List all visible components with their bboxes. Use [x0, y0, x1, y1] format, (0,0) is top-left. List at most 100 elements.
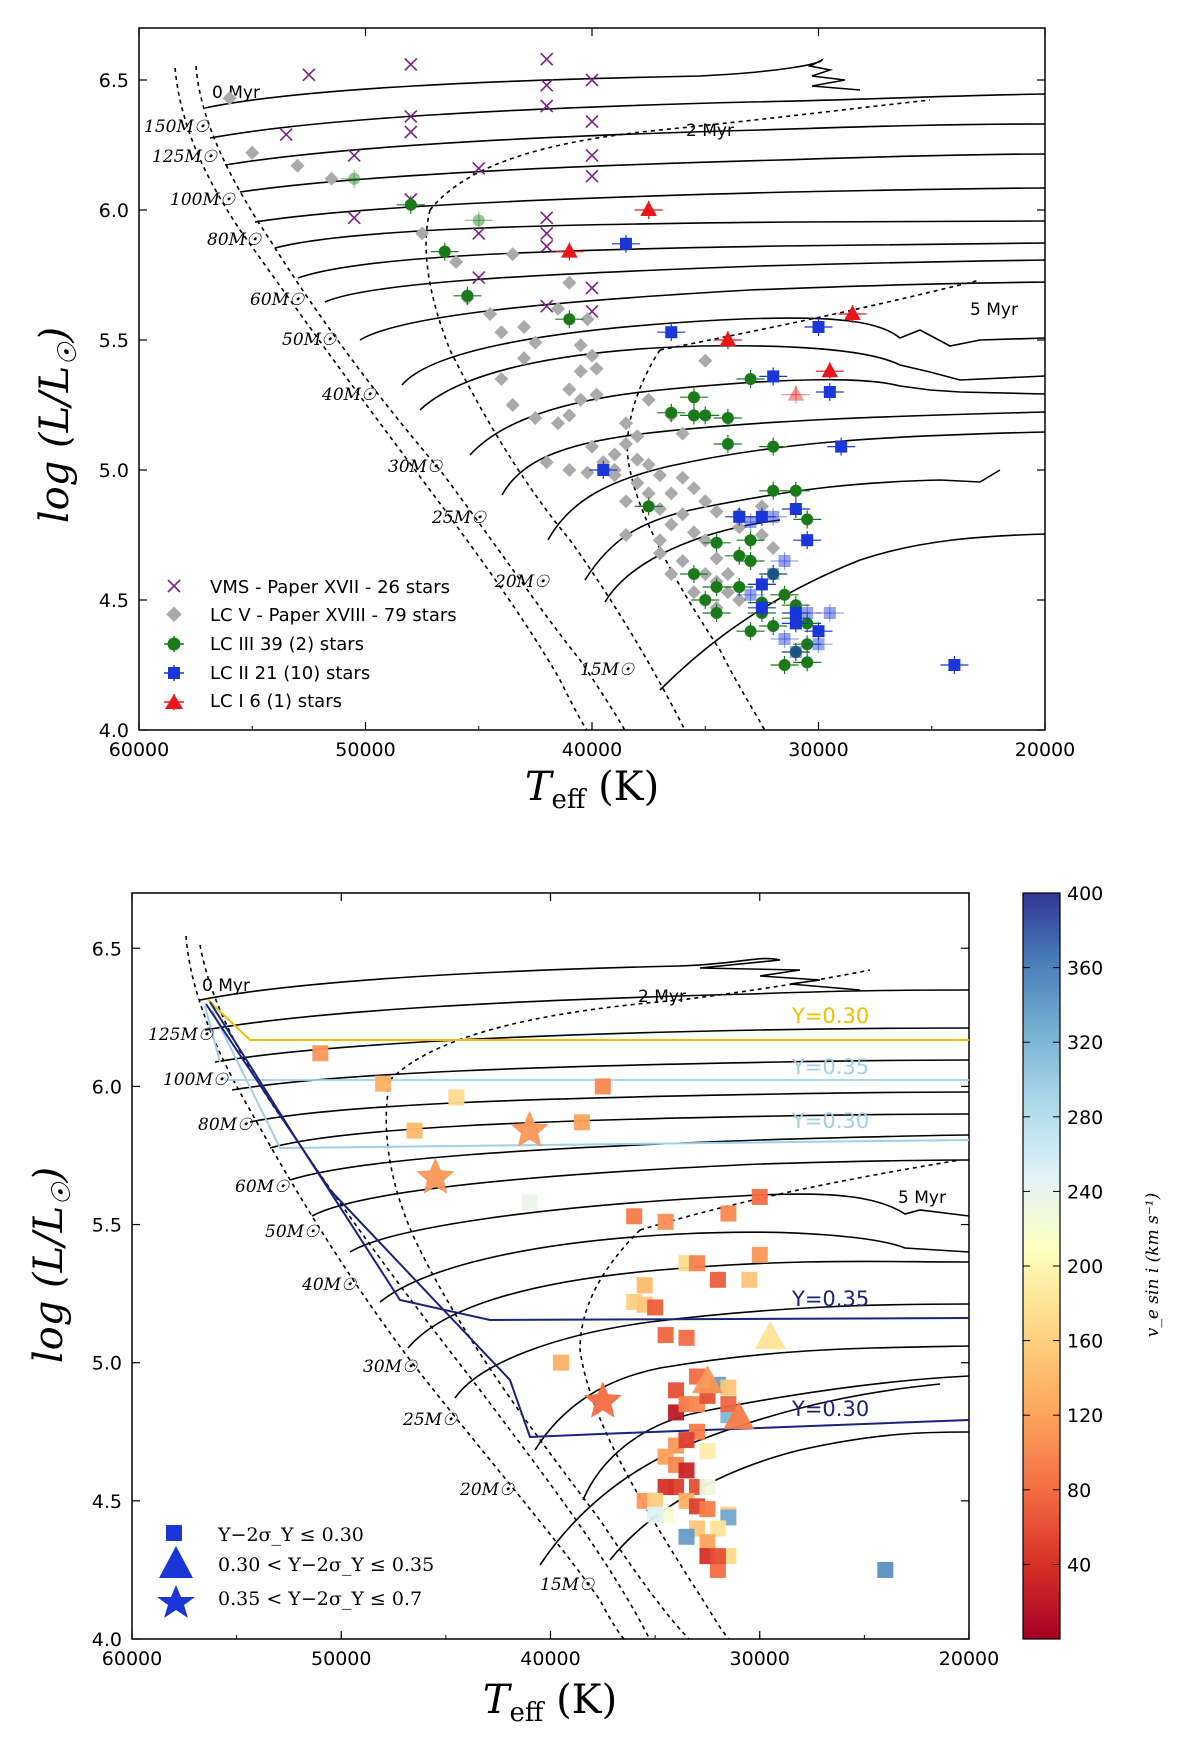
- data-point: [698, 533, 713, 548]
- data-point: [720, 1379, 737, 1396]
- data-point: [594, 1078, 611, 1095]
- y-tick-label: 6.0: [99, 200, 129, 222]
- data-point: [348, 172, 361, 185]
- data-point: [787, 385, 805, 401]
- data-point: [778, 588, 791, 601]
- data-point: [686, 585, 701, 600]
- data-point: [688, 1255, 705, 1272]
- x-tick-label: 40000: [562, 739, 622, 761]
- data-point: [664, 567, 679, 581]
- mass-label: 125M☉: [148, 1025, 214, 1045]
- data-point: [641, 457, 656, 472]
- data-point: [821, 362, 839, 378]
- colorbar-ticks: 40 80 120 160 200 240 280 320 360 400: [1023, 883, 1103, 1576]
- data-point: [801, 513, 814, 526]
- data-point: [652, 533, 667, 548]
- data-point: [692, 1365, 723, 1394]
- isochrone-label-5: 5 Myr: [898, 1188, 946, 1208]
- mass-label: 50M☉: [265, 1222, 320, 1242]
- data-point: [755, 510, 768, 523]
- data-point: [618, 416, 633, 431]
- data-point: [505, 398, 520, 412]
- data-point: [709, 1548, 726, 1565]
- data-point: [755, 578, 768, 591]
- data-point: [678, 1432, 695, 1449]
- star-marker-icon: [157, 1585, 195, 1618]
- data-point: [580, 312, 595, 327]
- helium-label: Y=0.35: [791, 1055, 869, 1079]
- data-point: [657, 1327, 674, 1344]
- mass-label: 50M☉: [282, 330, 337, 350]
- data-point: [540, 52, 554, 66]
- data-point: [710, 607, 723, 619]
- data-point: [668, 1382, 685, 1399]
- data-point: [751, 1188, 768, 1205]
- data-point: [540, 99, 554, 113]
- data-point: [222, 91, 237, 106]
- data-point: [766, 541, 781, 555]
- mass-label: 80M☉: [207, 230, 262, 250]
- data-point: [754, 528, 769, 542]
- data-point: [835, 440, 848, 453]
- mass-label: 100M☉: [163, 1070, 229, 1090]
- data-point: [767, 568, 780, 580]
- mass-label: 15M☉: [540, 1575, 595, 1595]
- data-point: [678, 1462, 695, 1479]
- data-point: [312, 1045, 329, 1062]
- data-point: [290, 158, 305, 173]
- x-tick-label: 30000: [730, 1648, 790, 1670]
- data-point: [721, 412, 734, 424]
- data-point: [347, 211, 361, 225]
- data-point: [719, 331, 737, 346]
- data-point: [733, 581, 746, 593]
- data-point: [744, 516, 757, 528]
- data-point: [415, 226, 430, 241]
- colorbar-tick-label: 160: [1067, 1331, 1103, 1353]
- data-point: [720, 1396, 737, 1413]
- data-point: [630, 452, 645, 467]
- mass-label: 150M☉: [144, 117, 210, 137]
- colorbar-tick-label: 200: [1067, 1256, 1103, 1278]
- data-point: [647, 1506, 664, 1523]
- colorbar-tick-label: 320: [1067, 1032, 1103, 1054]
- mass-label: 30M☉: [388, 457, 443, 477]
- x-tick-label: 60000: [102, 1648, 162, 1670]
- data-point: [494, 372, 509, 386]
- x-tick-label: 30000: [788, 739, 848, 761]
- mass-label: 40M☉: [301, 1275, 357, 1295]
- data-points-top: [222, 52, 969, 674]
- data-point: [744, 555, 757, 567]
- data-point: [561, 242, 578, 258]
- data-point: [789, 617, 802, 630]
- data-point: [767, 370, 780, 383]
- data-point: [642, 500, 655, 513]
- triangle-marker-icon: [159, 1546, 193, 1578]
- data-point: [641, 392, 656, 407]
- mass-label: 60M☉: [250, 290, 305, 310]
- data-point: [699, 1443, 716, 1460]
- data-point: [675, 554, 690, 568]
- data-point: [573, 392, 588, 407]
- data-point: [812, 321, 825, 333]
- data-point: [585, 281, 599, 295]
- axes-top: 60000 50000 40000 30000 20000 4.0 4.5 5.0 5.5 6.0…: [99, 28, 1075, 761]
- data-point: [778, 659, 791, 671]
- data-point: [699, 409, 712, 422]
- data-point: [551, 416, 566, 431]
- data-point: [404, 125, 418, 139]
- data-point: [732, 520, 747, 535]
- data-point: [767, 440, 780, 453]
- data-point: [789, 646, 802, 658]
- data-point: [618, 437, 633, 451]
- y-tick-label: 4.0: [99, 720, 129, 742]
- data-point: [630, 429, 645, 444]
- data-point: [472, 226, 486, 240]
- data-point: [723, 1401, 755, 1430]
- data-point: [699, 1479, 716, 1496]
- y-tick-label: 6.5: [99, 70, 129, 92]
- legend-label: LC V - Paper XVIII - 79 stars: [210, 605, 457, 626]
- x-marker-icon: [167, 579, 181, 593]
- data-point: [877, 1561, 894, 1578]
- data-point: [675, 470, 690, 485]
